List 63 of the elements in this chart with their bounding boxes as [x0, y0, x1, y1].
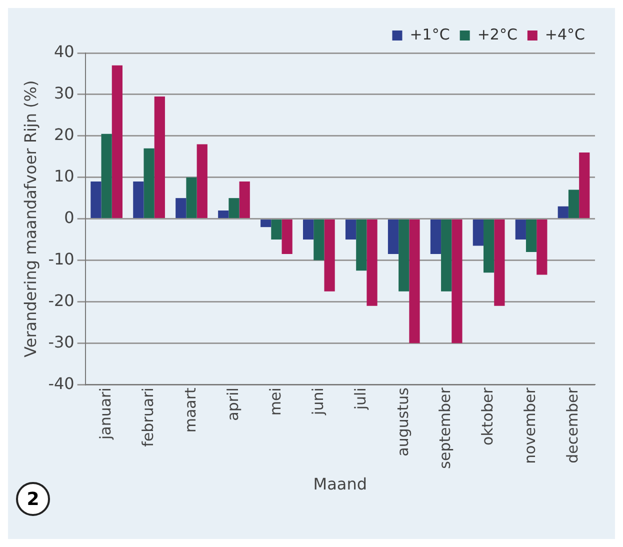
bar: [196, 144, 208, 218]
bar: [314, 220, 324, 260]
bar: [186, 177, 197, 218]
bar: [484, 220, 494, 273]
text: 2: [16, 482, 50, 516]
y-tick-label: 20: [54, 125, 74, 144]
y-tick-label: -40: [48, 374, 74, 393]
x-tick-label: december: [564, 386, 582, 464]
y-tick-label: 0: [64, 208, 74, 227]
bar: [441, 220, 452, 292]
y-tick-label: 10: [54, 166, 74, 186]
bar: [154, 96, 165, 218]
bar: [472, 220, 484, 246]
bar: [345, 220, 356, 240]
bar: [90, 181, 102, 218]
y-tick-label: -10: [48, 249, 74, 268]
y-tick-label: 40: [54, 42, 74, 62]
x-tick-label: januari: [96, 388, 114, 441]
x-tick-label: juli: [351, 388, 370, 411]
x-tick-label: november: [521, 386, 540, 464]
bar: [218, 210, 229, 218]
x-tick-label: september: [436, 386, 454, 469]
y-tick-label: 30: [54, 84, 74, 103]
legend-label: +2°C: [477, 25, 518, 44]
y-axis-title: Verandering maandafvoer Rijn (%): [20, 80, 40, 358]
x-tick-label: juni: [308, 388, 327, 416]
bar: [228, 198, 240, 218]
bar: [526, 220, 537, 252]
x-tick-label: februari: [138, 388, 157, 447]
x-tick-label: april: [224, 388, 242, 421]
x-tick-label: oktober: [478, 386, 497, 446]
bar: [133, 181, 144, 218]
bar: [452, 220, 462, 344]
bar: [282, 220, 292, 254]
bar: [494, 220, 505, 306]
y-tick-label: -20: [48, 290, 74, 310]
x-axis-title: Maand: [313, 474, 368, 494]
bar: [366, 220, 378, 306]
bar: [324, 220, 335, 292]
bar: [239, 181, 250, 218]
bar: [568, 190, 580, 218]
x-tick-label: maart: [181, 387, 200, 433]
legend-label: +1°C: [410, 25, 450, 44]
bar: [271, 220, 282, 240]
bar: [176, 198, 186, 218]
bar: [398, 220, 410, 292]
bar: [356, 220, 367, 271]
bar: [260, 220, 272, 228]
bar: [430, 220, 442, 254]
bar: [101, 134, 112, 218]
bar: [515, 220, 526, 240]
bar: [144, 148, 154, 218]
bar: [579, 152, 590, 218]
bar: [388, 220, 399, 254]
bar: [112, 65, 122, 218]
bar: [409, 220, 420, 344]
bar: [536, 220, 548, 275]
legend-label: +4°C: [544, 25, 586, 44]
x-tick-label: augustus: [394, 387, 412, 456]
bar: [558, 206, 568, 218]
x-tick-label: mei: [266, 388, 284, 416]
bar: [303, 220, 314, 240]
y-tick-label: -30: [48, 332, 74, 352]
